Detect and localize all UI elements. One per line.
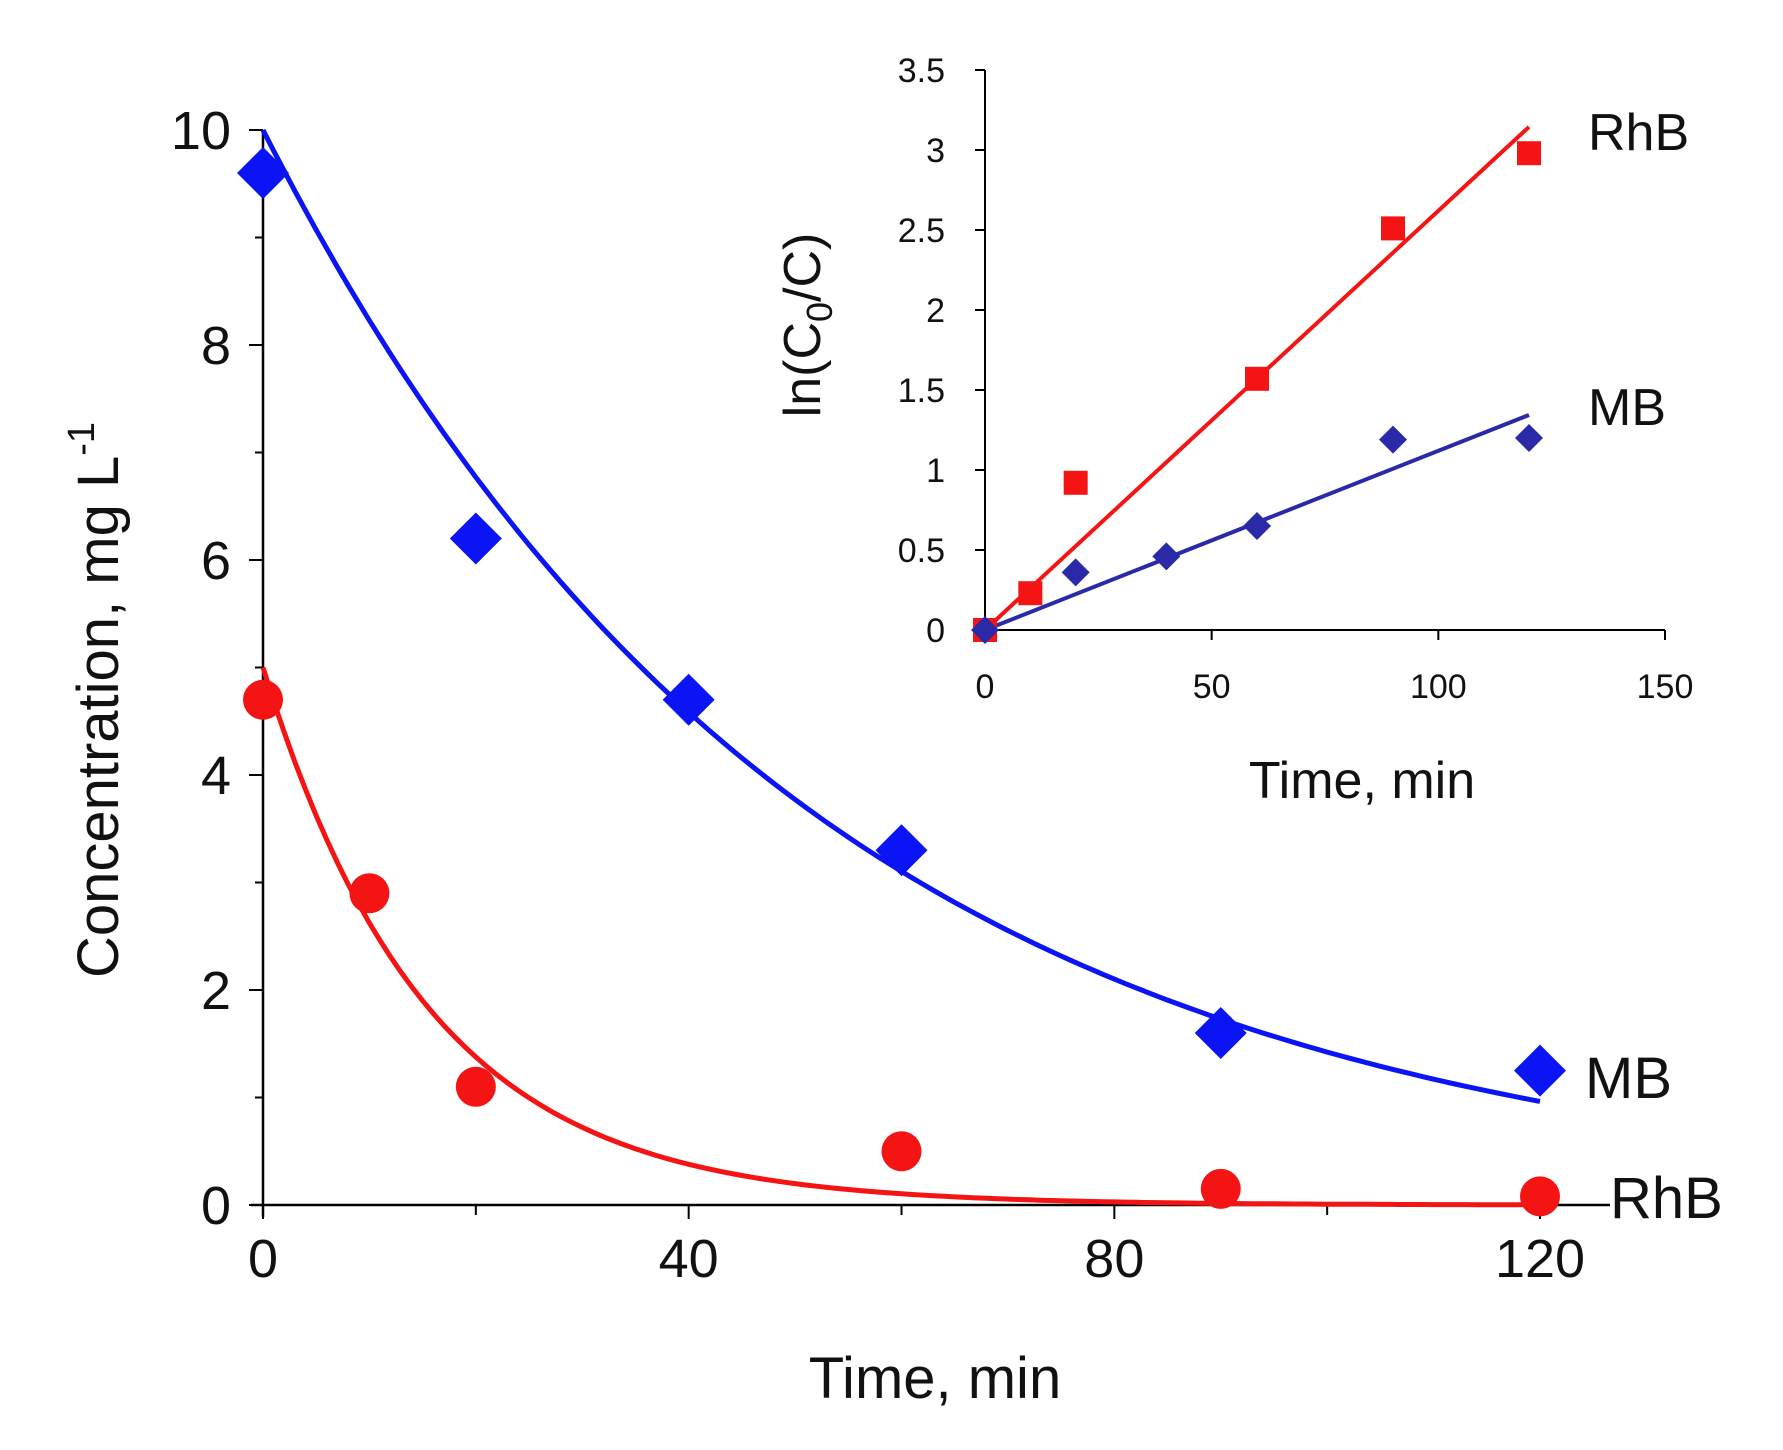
inset-x-tick-label: 50 [1193, 668, 1231, 706]
inset-chart: 0 50 100 150 0 0.5 1 1.5 2 2.5 3 3.5 Time, min ln(C… [774, 52, 1693, 810]
inset-y-tick-label: 3 [926, 132, 945, 170]
inset-points [971, 141, 1543, 644]
inset-y-tick-label: 0 [926, 612, 945, 650]
main-point-rhb [1200, 1168, 1241, 1209]
inset-y-tick-label: 1.5 [898, 372, 945, 410]
main-point-mb [662, 673, 715, 726]
inset-point-mb [971, 616, 999, 644]
inset-y-tick-label: 2.5 [898, 212, 945, 250]
inset-axes [984, 70, 1665, 631]
main-series-label-rhb: RhB [1610, 1166, 1723, 1231]
main-point-rhb [1520, 1176, 1560, 1217]
main-point-mb [1194, 1007, 1247, 1059]
inset-series-label-rhb: RhB [1588, 104, 1689, 162]
main-y-tick-label: 10 [171, 101, 231, 161]
inset-y-axis-label-subscript: 0 [799, 302, 840, 322]
main-point-mb [875, 824, 928, 877]
main-series-label-mb: MB [1585, 1046, 1672, 1111]
inset-x-tick-label: 0 [976, 668, 995, 706]
inset-point-mb [1061, 558, 1090, 587]
inset-y-tick-label: 0.5 [898, 532, 945, 570]
inset-point-mb [1379, 425, 1407, 454]
main-x-tick-label: 120 [1495, 1229, 1585, 1289]
inset-x-tick-label: 150 [1637, 668, 1694, 706]
main-point-mb [449, 512, 502, 565]
main-fit-curve-mb [260, 128, 1541, 1104]
main-point-mb [1514, 1044, 1566, 1097]
inset-y-tick-label: 1 [926, 452, 945, 490]
inset-point-mb [1152, 542, 1181, 571]
main-fit-curve-rhb [260, 666, 1540, 1208]
main-y-axis-label-superscript: -1 [61, 422, 103, 456]
inset-point-rhb [1063, 470, 1088, 495]
inset-x-tick-label: 100 [1410, 668, 1467, 706]
inset-y-axis-label: ln(C0/C) [774, 233, 840, 418]
main-x-tick-label: 80 [1084, 1229, 1144, 1289]
main-y-axis-label: Concentration, mg L-1 [61, 422, 131, 978]
inset-y-axis-label-suffix: /C) [774, 233, 832, 302]
main-x-tick-label: 40 [659, 1229, 719, 1289]
main-y-axis-label-text: Concentration, mg L [66, 456, 131, 978]
main-y-tick-label: 8 [201, 316, 231, 376]
inset-point-rhb [1381, 216, 1405, 241]
inset-point-rhb [1245, 366, 1269, 391]
main-point-rhb [455, 1066, 496, 1107]
inset-y-axis-label-prefix: ln(C [774, 322, 832, 417]
main-point-mb [237, 147, 289, 199]
inset-y-tick-label: 2 [926, 292, 945, 330]
main-x-axis-label: Time, min [809, 1346, 1061, 1411]
main-points [237, 147, 1566, 1217]
inset-point-rhb [1517, 141, 1541, 166]
main-y-tick-label: 2 [201, 961, 231, 1021]
inset-point-mb [1243, 512, 1271, 540]
inset-y-tick-label: 3.5 [898, 52, 945, 90]
main-y-tick-label: 4 [201, 746, 231, 806]
inset-point-mb [1515, 424, 1543, 452]
inset-ticks: 0 50 100 150 0 0.5 1 1.5 2 2.5 3 3.5 [898, 52, 1694, 706]
main-point-rhb [881, 1131, 922, 1172]
inset-point-rhb [1018, 581, 1043, 606]
main-point-rhb [349, 873, 390, 914]
main-point-rhb [243, 679, 283, 720]
main-y-tick-label: 0 [201, 1176, 231, 1236]
inset-series-label-mb: MB [1588, 379, 1666, 437]
main-x-tick-label: 0 [248, 1229, 278, 1289]
main-y-tick-label: 6 [201, 531, 231, 591]
inset-x-axis-label: Time, min [1249, 752, 1475, 810]
